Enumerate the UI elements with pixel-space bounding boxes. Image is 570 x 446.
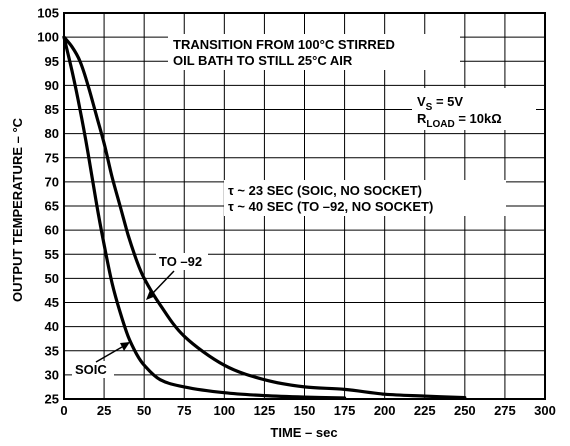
y-tick-label: 30 [45,367,59,382]
annotation-rload: RLOAD = 10kΩ [417,111,502,130]
x-tick-label: 200 [374,403,396,418]
series-label-to92: TO –92 [159,254,202,269]
series-line-soic [62,35,347,400]
y-tick-label: 85 [45,102,59,117]
x-tick-label: 100 [213,403,235,418]
arrowhead-soic [120,342,130,351]
y-tick-label: 50 [45,271,59,286]
y-tick-label: 105 [37,6,59,21]
arrow-soic [95,346,123,363]
annotation-tau: τ ~ 23 SEC (SOIC, NO SOCKET) τ ~ 40 SEC … [224,180,506,216]
y-tick-label: 60 [45,223,59,238]
label-soic-group: SOIC [72,342,130,378]
x-tick-label: 175 [334,403,356,418]
x-tick-label: 225 [414,403,436,418]
x-tick-label: 275 [494,403,516,418]
y-tick-label: 95 [45,54,59,69]
y-tick-label: 55 [45,247,59,262]
y-tick-label: 100 [37,30,59,45]
x-tick-label: 250 [454,403,476,418]
x-axis-label: TIME – sec [270,425,337,440]
x-tick-label: 125 [254,403,276,418]
series-label-soic: SOIC [75,362,107,377]
curves [62,35,467,400]
y-tick-label: 80 [45,126,59,141]
y-tick-label: 25 [45,392,59,407]
plot-frame [63,12,546,400]
annotation-title-box: TRANSITION FROM 100°C STIRRED OIL BATH T… [168,34,460,70]
x-tick-label: 25 [97,403,111,418]
x-tick-label: 0 [60,403,67,418]
x-tick-label: 75 [177,403,191,418]
x-tick-label: 50 [137,403,151,418]
x-tick-label: 150 [294,403,316,418]
label-to92-group: TO –92 [146,253,208,300]
y-axis-label: OUTPUT TEMPERATURE – °C [10,117,25,302]
annotation-conditions: VS = 5V RLOAD = 10kΩ [412,88,536,130]
annotation-title-line2: OIL BATH TO STILL 25°C AIR [173,53,353,68]
series-line-to92 [62,35,467,400]
y-tick-label: 45 [45,295,59,310]
arrowhead-to92 [146,290,156,300]
annotation-vs: VS = 5V [417,94,463,113]
y-tick-label: 40 [45,319,59,334]
annotation-tau-soic: τ ~ 23 SEC (SOIC, NO SOCKET) [228,183,422,198]
annotation-tau-to92: τ ~ 40 SEC (TO –92, NO SOCKET) [228,199,433,214]
x-tick-label: 300 [534,403,556,418]
y-tick-label: 90 [45,78,59,93]
annotation-title-line1: TRANSITION FROM 100°C STIRRED [173,37,395,52]
y-tick-label: 75 [45,150,59,165]
arrow-to92 [151,270,175,295]
y-tick-label: 35 [45,343,59,358]
y-tick-label: 65 [45,199,59,214]
y-tick-label: 70 [45,174,59,189]
